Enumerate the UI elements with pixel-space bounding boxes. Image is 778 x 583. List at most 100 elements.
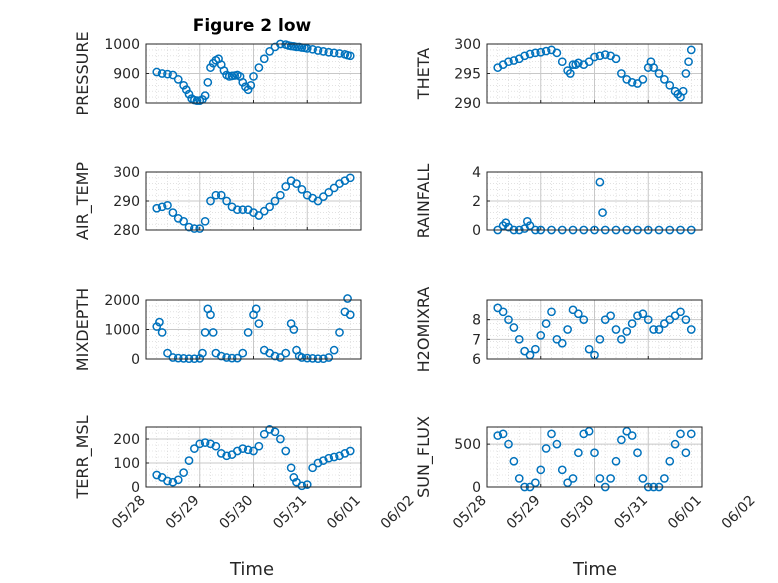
panel-5-data-point bbox=[308, 354, 317, 363]
panel-6-data-point bbox=[541, 319, 551, 328]
panel-7-y-tick-label: 100 bbox=[113, 456, 140, 472]
panel-2-data-point bbox=[660, 75, 669, 84]
panel-6-data-point bbox=[617, 334, 626, 344]
panel-8-x-tick-label: 05/29 bbox=[504, 493, 544, 533]
panel-3-data-point bbox=[281, 182, 291, 191]
panel-2-data-point bbox=[684, 57, 693, 67]
panel-5-data-point bbox=[200, 328, 210, 337]
panel-7-data-point bbox=[345, 446, 355, 456]
panel-7-data-point bbox=[184, 456, 194, 465]
panel-7-data-point bbox=[297, 481, 307, 491]
panel-6-data-point bbox=[574, 309, 583, 319]
panel-6-data-point bbox=[649, 325, 658, 334]
panel-6-data-point bbox=[595, 334, 605, 344]
panel-7-data-point bbox=[238, 444, 248, 453]
panel-3-data-point bbox=[313, 196, 323, 206]
panel-2-data-point bbox=[649, 63, 658, 72]
panel-3-data-point bbox=[270, 196, 280, 206]
panel-5-data-point bbox=[289, 325, 299, 334]
panel-7-data-point bbox=[249, 446, 258, 456]
panel-1-data-point bbox=[203, 78, 213, 87]
panel-8-y-axis-label: SUN_FLUX bbox=[414, 416, 434, 498]
panel-6-data-point bbox=[643, 315, 653, 325]
panel-2-data-point bbox=[525, 49, 535, 59]
panel-6-data-point bbox=[509, 323, 519, 332]
panel-6-data-point bbox=[638, 309, 648, 319]
panel-3-data-point bbox=[329, 183, 339, 193]
panel-3-data-point bbox=[152, 203, 162, 213]
panel-6-data-point bbox=[531, 344, 540, 354]
x-axis-label-right: Time bbox=[572, 559, 617, 580]
panel-8-data-point bbox=[590, 448, 599, 458]
panel-5-y-tick-label: 1000 bbox=[104, 323, 140, 339]
panel-3-data-point bbox=[163, 201, 172, 210]
panel-5-data-point bbox=[343, 294, 352, 303]
panel-1-data-point bbox=[181, 85, 191, 95]
panel-6-data-point bbox=[584, 344, 594, 354]
panel-3-y-tick-label: 280 bbox=[113, 223, 140, 239]
panel-5-axes-box bbox=[145, 299, 362, 360]
panel-8-data-point bbox=[622, 426, 632, 436]
panel-6-data-point bbox=[498, 307, 508, 317]
panel-7-data-point bbox=[276, 434, 285, 444]
panel-5-data-point bbox=[254, 319, 264, 328]
panel-7-data-point bbox=[329, 452, 339, 462]
panel-7-data-point bbox=[286, 463, 296, 473]
panel-8-data-point bbox=[568, 474, 578, 483]
panel-1-data-point bbox=[179, 80, 188, 90]
panel-2-data-point bbox=[568, 60, 578, 70]
panel-2-data-point bbox=[520, 51, 529, 61]
panel-3-data-point bbox=[276, 190, 285, 200]
panel-6-data-point bbox=[504, 315, 513, 325]
panel-6-data-point bbox=[633, 311, 642, 321]
panel-2-axes-box bbox=[486, 43, 703, 104]
panel-3-data-point bbox=[190, 224, 199, 233]
panel-5-data-point bbox=[238, 348, 248, 358]
panel-2-data-point bbox=[595, 51, 605, 61]
panel-1-data-point bbox=[345, 51, 355, 61]
panel-2-data-point bbox=[584, 57, 594, 67]
panel-2-data-point bbox=[686, 45, 696, 55]
panel-8-data-point bbox=[531, 478, 540, 488]
panel-1-data-point bbox=[168, 70, 178, 80]
panel-6-data-point bbox=[514, 334, 524, 344]
panel-8-data-point bbox=[633, 448, 642, 458]
panel-1-data-point bbox=[292, 42, 301, 52]
panel-5-data-point bbox=[324, 353, 334, 362]
panel-5-data-point bbox=[276, 353, 285, 362]
panel-1-data-point bbox=[206, 63, 215, 72]
panel-1-data-point bbox=[192, 96, 202, 105]
panel-7-x-tick-label: 06/02 bbox=[378, 493, 418, 533]
panel-5-data-point bbox=[243, 328, 253, 337]
panel-7-x-tick-label: 05/30 bbox=[216, 493, 256, 533]
panel-7-y-axis-label: TERR_MSL bbox=[73, 415, 93, 499]
panel-5-data-point bbox=[179, 354, 188, 363]
panel-2-data-point bbox=[665, 80, 675, 90]
panel-3-data-point bbox=[259, 206, 269, 216]
panel-7-data-point bbox=[190, 444, 199, 453]
panel-7-data-point bbox=[211, 441, 221, 451]
panel-7-data-point bbox=[281, 446, 291, 456]
panel-5-data-point bbox=[168, 353, 178, 362]
panel-4-y-axis-label: RAINFALL bbox=[414, 164, 433, 239]
panel-7-y-tick-label: 200 bbox=[113, 432, 140, 448]
panel-5-data-point bbox=[155, 317, 164, 327]
panel-3-data-point bbox=[233, 205, 242, 215]
x-axis-label-left: Time bbox=[229, 559, 274, 580]
panel-2-data-point bbox=[574, 58, 583, 68]
panel-7-data-point bbox=[152, 470, 162, 480]
panel-7-data-point bbox=[168, 477, 178, 487]
panel-1-y-tick-label: 900 bbox=[113, 67, 140, 83]
panel-8-axes-box bbox=[486, 426, 703, 488]
panel-3-data-point bbox=[216, 190, 226, 200]
panel-2-data-point bbox=[557, 57, 567, 67]
panel-7-x-tick-label: 05/31 bbox=[270, 493, 310, 533]
panel-2-data-point bbox=[681, 69, 691, 78]
panel-8-data-point bbox=[493, 431, 503, 440]
panel-8-data-point bbox=[627, 431, 637, 440]
panel-6-data-point bbox=[681, 315, 691, 325]
panel-7-data-point bbox=[173, 475, 183, 485]
panel-5-y-axis-label: MIXDEPTH bbox=[73, 288, 92, 371]
panel-4-data-point bbox=[522, 216, 532, 226]
panel-7-data-point bbox=[265, 425, 274, 434]
